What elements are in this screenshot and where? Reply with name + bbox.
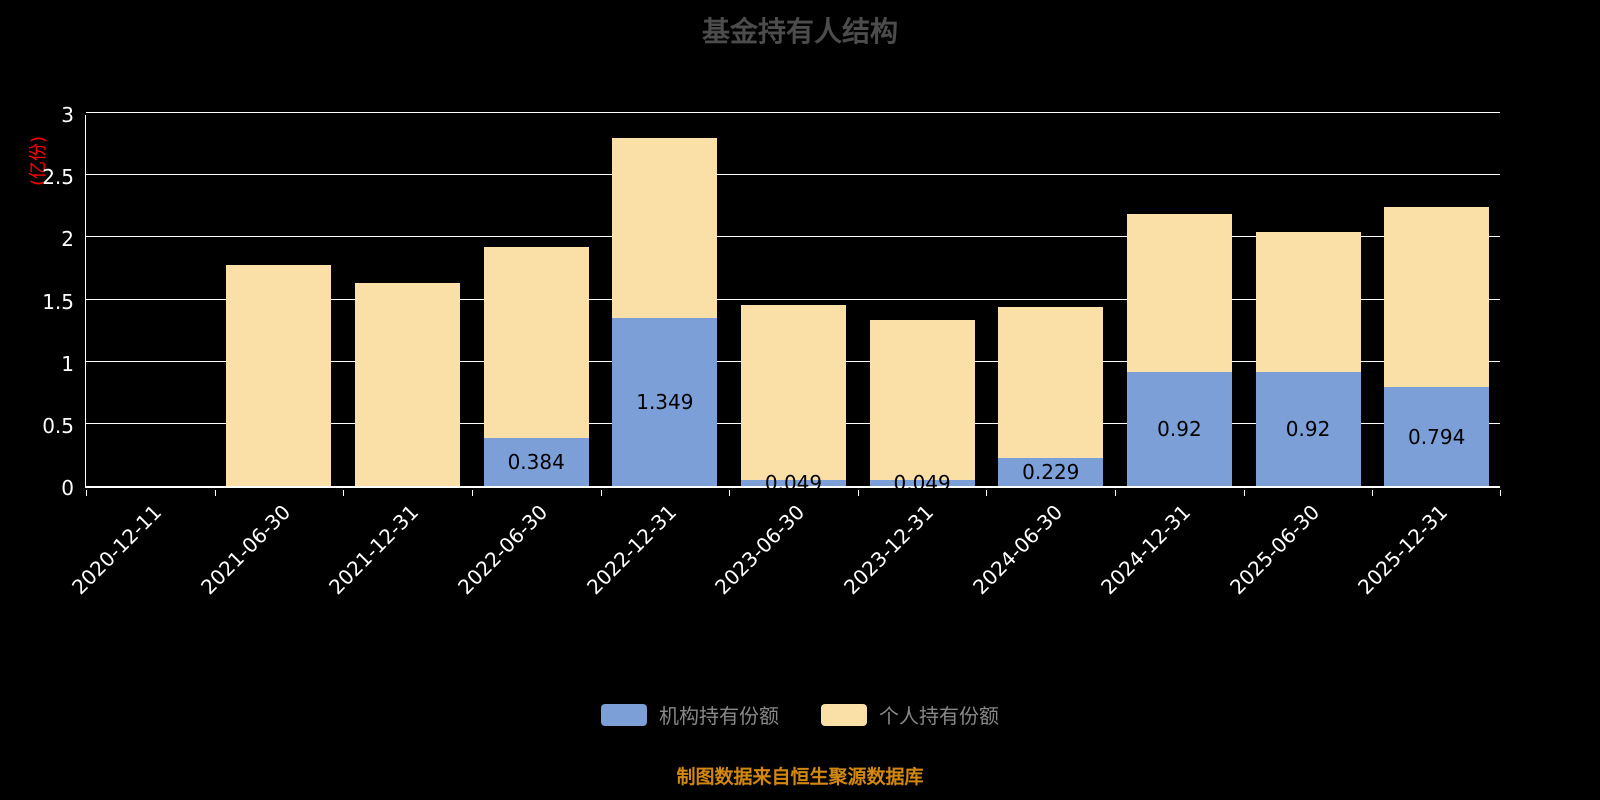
legend-item-label: 机构持有份额 [659, 704, 779, 728]
x-axis-tick-mark [857, 490, 859, 496]
y-tick-label: 1.5 [42, 289, 74, 314]
bar-value-label: 1.349 [636, 390, 694, 415]
bar-institutional-segment[interactable] [1255, 371, 1361, 486]
legend-item-individual[interactable]: 个人持有份额 [821, 700, 999, 729]
legend-swatch-icon [601, 703, 647, 726]
bar-value-label: 0.049 [893, 470, 951, 495]
x-tick-label: 2025-06-30 [1224, 500, 1325, 600]
x-axis-tick-mark [471, 490, 473, 496]
x-axis-tick-mark [343, 490, 345, 496]
y-tick-label: 3 [61, 103, 74, 127]
bar-individual-segment[interactable] [741, 304, 846, 480]
x-tick-label: 2024-06-30 [967, 500, 1067, 600]
bar-individual-segment[interactable] [998, 307, 1104, 458]
y-tick-label: 2.5 [42, 165, 74, 190]
x-axis-tick-mark [600, 490, 602, 496]
x-tick-label: 2023-06-30 [710, 500, 810, 600]
x-tick-label: 2021-06-30 [195, 500, 295, 600]
bar-individual-segment[interactable] [1384, 207, 1490, 388]
x-axis-tick-mark [86, 490, 87, 496]
x-tick-label: 2020-12-11 [67, 500, 167, 600]
y-tick-label: 0 [61, 476, 74, 500]
y-tick-label: 2 [61, 227, 74, 252]
x-tick-label: 2023-12-31 [838, 500, 939, 600]
x-tick-label: 2024-12-31 [1096, 500, 1196, 600]
chart-title: 基金持有人结构 [701, 15, 898, 48]
x-axis-tick-mark [986, 490, 988, 496]
x-axis-tick-mark [1500, 490, 1501, 496]
bar-institutional-segment[interactable] [483, 438, 589, 486]
bar-value-label: 0.92 [1285, 416, 1331, 441]
legend-swatch-icon [821, 703, 867, 726]
gridline [86, 112, 1500, 113]
bar-individual-segment[interactable] [1126, 213, 1232, 372]
x-tick-label: 2021-12-31 [324, 500, 424, 600]
x-tick-label: 2025-12-31 [1353, 500, 1453, 600]
bar-value-label: 0.384 [507, 450, 565, 475]
bar-individual-segment[interactable] [1255, 232, 1361, 372]
y-tick-label: 1 [61, 351, 74, 376]
x-tick-label: 2022-12-31 [581, 500, 681, 600]
x-tick-label: 2022-06-30 [453, 500, 553, 600]
bar-value-label: 0.049 [764, 470, 823, 495]
bar-institutional-segment[interactable] [612, 318, 718, 486]
legend: 机构持有份额 个人持有份额 [0, 700, 1600, 729]
bar-individual-segment[interactable] [226, 264, 332, 486]
plot-area: 2020-12-11 2021-06-30 2021-12-31 2022-06-30… [67, 112, 1501, 599]
bar-individual-segment[interactable] [869, 319, 975, 480]
gridline [86, 298, 1500, 300]
bar-institutional-segment[interactable] [998, 457, 1104, 486]
gridline [86, 174, 1500, 176]
bar-value-label: 0.92 [1157, 416, 1202, 441]
legend-item-label: 个人持有份额 [879, 704, 999, 728]
x-axis-tick-mark [1243, 490, 1245, 496]
bar-institutional-segment[interactable] [741, 479, 846, 486]
y-axis-tick-labels: 0 0.5 1 1.5 2 2.5 3 [0, 0, 76, 800]
x-axis-tick-mark [1372, 490, 1374, 496]
x-axis-tick-mark [1115, 490, 1117, 496]
bar-institutional-segment[interactable] [869, 479, 975, 486]
y-tick-label: 0.5 [42, 413, 74, 438]
gridline [86, 236, 1500, 238]
bar-individual-segment[interactable] [355, 283, 461, 486]
bar-institutional-segment[interactable] [1384, 387, 1490, 486]
legend-item-institutional[interactable]: 机构持有份额 [601, 700, 779, 729]
bar-individual-segment[interactable] [483, 246, 589, 439]
bar-value-label: 0.229 [1022, 459, 1080, 484]
bar-value-label: 0.794 [1408, 424, 1466, 449]
data-source-note: 制图数据来自恒生聚源数据库 [676, 766, 924, 788]
x-axis-tick-mark [214, 490, 216, 496]
bar-individual-segment[interactable] [612, 138, 718, 319]
bar-institutional-segment[interactable] [1126, 371, 1232, 486]
x-axis-tick-mark [729, 490, 731, 496]
